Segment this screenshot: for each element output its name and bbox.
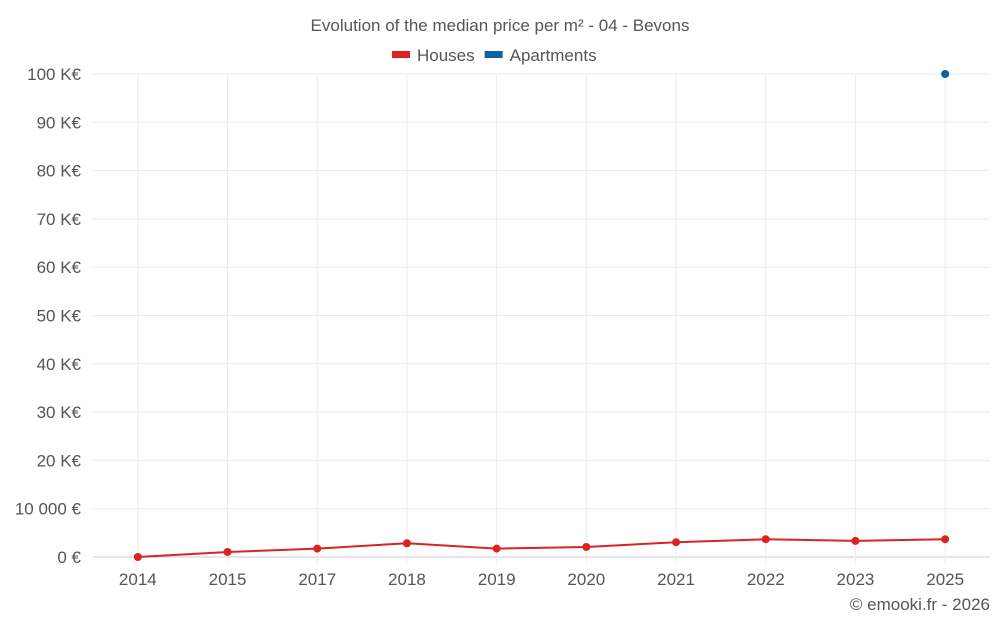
credit: © emooki.fr - 2026 — [850, 595, 990, 614]
legend-label-houses: Houses — [417, 46, 475, 65]
y-tick-label: 40 K€ — [37, 355, 82, 374]
legend-label-apartments: Apartments — [510, 46, 597, 65]
data-point-houses — [402, 539, 411, 548]
y-tick-label: 30 K€ — [37, 403, 82, 422]
data-point-houses — [133, 553, 142, 561]
y-tick-label: 50 K€ — [37, 307, 82, 326]
series — [133, 70, 950, 561]
legend-swatch-houses — [392, 51, 410, 58]
y-tick-label: 0 € — [57, 548, 81, 567]
data-point-houses — [313, 544, 322, 553]
data-point-houses — [761, 535, 770, 544]
data-point-houses — [672, 538, 681, 547]
y-tick-label: 20 K€ — [37, 451, 82, 470]
data-point-houses — [492, 544, 501, 553]
x-tick-label: 2017 — [298, 570, 336, 589]
data-point-houses — [851, 536, 860, 545]
y-tick-label: 70 K€ — [37, 210, 82, 229]
x-tick-label: 2021 — [657, 570, 695, 589]
data-point-houses — [941, 535, 950, 544]
data-point-apartments — [941, 70, 950, 78]
y-tick-label: 100 K€ — [27, 65, 81, 84]
y-tick-label: 90 K€ — [37, 113, 82, 132]
y-tick-label: 60 K€ — [37, 258, 82, 277]
y-tick-label: 10 000 € — [15, 500, 82, 519]
legend-swatch-apartments — [484, 51, 503, 58]
x-tick-label: 2015 — [209, 570, 247, 589]
data-point-houses — [582, 542, 591, 551]
x-tick-label: 2018 — [388, 570, 426, 589]
x-tick-label: 2022 — [747, 570, 785, 589]
y-axis: 0 € 10 000 € 20 K€ 30 K€ 40 K€ 50 K€ 60 K€ 70 K… — [15, 65, 82, 567]
x-tick-label: 2014 — [119, 570, 157, 589]
grid — [93, 73, 990, 563]
x-tick-label: 2025 — [926, 570, 964, 589]
x-tick-label: 2019 — [478, 570, 516, 589]
x-axis: 2014 2015 2017 2018 2019 2020 2021 2022 2023 2025 — [119, 570, 964, 589]
legend: Houses Apartments — [392, 46, 597, 65]
chart-title: Evolution of the median price per m² - 0… — [311, 16, 690, 35]
y-tick-label: 80 K€ — [37, 162, 82, 181]
data-point-houses — [223, 547, 232, 556]
x-tick-label: 2020 — [567, 570, 605, 589]
x-tick-label: 2023 — [837, 570, 875, 589]
series-line-houses — [137, 538, 946, 558]
